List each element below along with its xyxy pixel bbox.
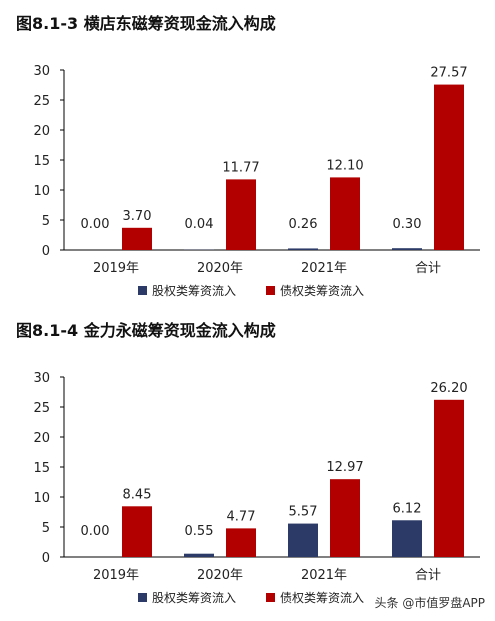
chart-title: 图8.1-3 横店东磁筹资现金流入构成 xyxy=(16,14,276,33)
y-tick-label: 10 xyxy=(33,491,50,506)
y-tick-label: 20 xyxy=(33,124,50,139)
data-label: 0.04 xyxy=(185,217,214,232)
bar-equity xyxy=(288,248,318,250)
y-tick-label: 15 xyxy=(33,154,50,169)
y-tick-label: 5 xyxy=(42,521,50,536)
data-label: 11.77 xyxy=(222,160,259,175)
legend-swatch-equity xyxy=(138,286,147,295)
bar-chart-jinli: 0 5 10 15 20 25 30 0.00 8.45 2019年 0.55 4.77 2020年 5.… xyxy=(33,371,480,605)
legend-label-debt: 债权类筹资流入 xyxy=(280,591,364,605)
data-label: 5.57 xyxy=(289,505,318,520)
watermark: 头条 @市值罗盘APP xyxy=(374,596,486,610)
y-tick-label: 0 xyxy=(42,244,50,259)
data-label: 0.30 xyxy=(393,217,422,232)
data-label: 4.77 xyxy=(227,509,256,524)
data-label: 3.70 xyxy=(123,209,152,224)
data-label: 27.57 xyxy=(430,66,467,81)
bar-debt xyxy=(434,84,464,250)
y-tick-label: 25 xyxy=(33,401,50,416)
y-tick-label: 25 xyxy=(33,94,50,109)
data-label: 0.00 xyxy=(81,217,110,232)
x-tick-label: 2020年 xyxy=(197,261,243,276)
legend-swatch-debt xyxy=(266,593,275,602)
x-tick-label: 合计 xyxy=(415,568,441,583)
data-label: 0.26 xyxy=(289,217,318,232)
data-label: 12.97 xyxy=(326,460,363,475)
y-tick-label: 0 xyxy=(42,551,50,566)
bar-debt xyxy=(434,399,464,557)
data-label: 26.20 xyxy=(430,381,467,396)
data-label: 0.55 xyxy=(185,524,214,539)
chart-title: 图8.1-4 金力永磁筹资现金流入构成 xyxy=(16,321,276,340)
x-tick-label: 2021年 xyxy=(301,261,347,276)
x-tick-label: 2019年 xyxy=(93,261,139,276)
legend-swatch-equity xyxy=(138,593,147,602)
bar-debt xyxy=(122,506,152,557)
legend-label-equity: 股权类筹资流入 xyxy=(152,591,236,605)
x-tick-label: 2021年 xyxy=(301,568,347,583)
data-label: 0.00 xyxy=(81,524,110,539)
y-tick-label: 5 xyxy=(42,214,50,229)
y-tick-label: 30 xyxy=(33,371,50,386)
bar-equity xyxy=(288,523,318,557)
chart-panel-1: 图8.1-3 横店东磁筹资现金流入构成 0 5 10 15 20 25 30 0.00 3.70… xyxy=(0,10,495,310)
y-tick-label: 10 xyxy=(33,184,50,199)
legend-swatch-debt xyxy=(266,286,275,295)
chart-panel-2: 图8.1-4 金力永磁筹资现金流入构成 0 5 10 15 20 25 30 0.00 8.45… xyxy=(0,317,495,621)
y-tick-label: 15 xyxy=(33,461,50,476)
bar-debt xyxy=(226,179,256,250)
data-label: 6.12 xyxy=(393,501,422,516)
data-label: 8.45 xyxy=(123,487,152,502)
data-label: 12.10 xyxy=(326,158,363,173)
legend-label-debt: 债权类筹资流入 xyxy=(280,284,364,298)
legend-label-equity: 股权类筹资流入 xyxy=(152,284,236,298)
bar-debt xyxy=(330,177,360,250)
bar-equity xyxy=(184,553,214,557)
x-tick-label: 2019年 xyxy=(93,568,139,583)
x-tick-label: 合计 xyxy=(415,261,441,276)
bar-chart-hengdian: 0 5 10 15 20 25 30 0.00 3.70 2019年 0.04 11.77 2020年 0… xyxy=(33,64,480,298)
bar-equity xyxy=(392,520,422,557)
y-tick-label: 30 xyxy=(33,64,50,79)
bar-debt xyxy=(122,227,152,250)
bar-debt xyxy=(330,479,360,557)
bar-debt xyxy=(226,528,256,557)
bar-equity xyxy=(392,248,422,250)
x-tick-label: 2020年 xyxy=(197,568,243,583)
y-tick-label: 20 xyxy=(33,431,50,446)
